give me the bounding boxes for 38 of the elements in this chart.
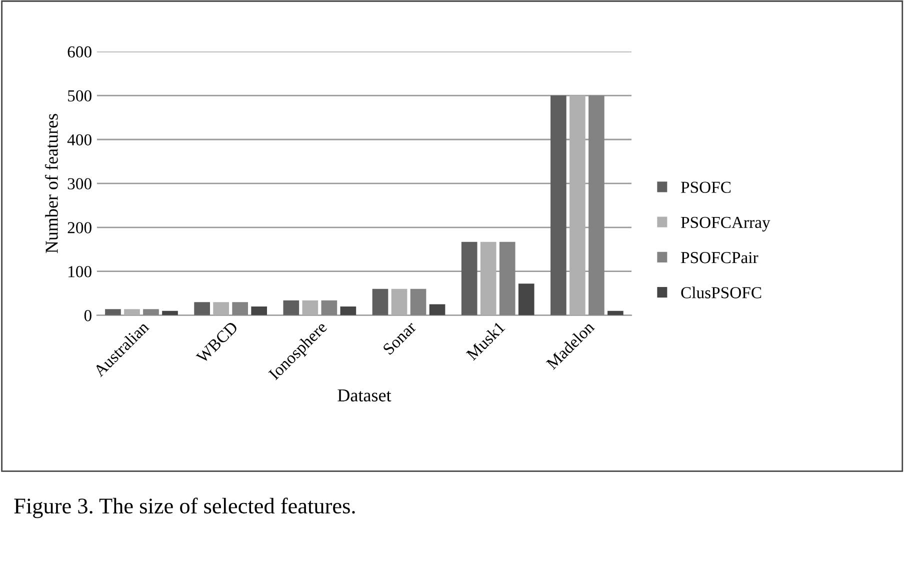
caption: Figure 3. The size of selected features. [14, 498, 355, 518]
bar [550, 96, 566, 316]
legend-label: PSOFCPair [680, 252, 758, 264]
y-tick-label: 500 [68, 90, 92, 102]
bar [588, 96, 604, 316]
bar [124, 309, 140, 316]
legend-label: PSOFCArray [680, 216, 770, 232]
bar [232, 302, 248, 316]
bar [143, 309, 159, 316]
x-axis-title: Dataset [338, 389, 392, 402]
bar [162, 310, 178, 316]
bar [429, 304, 446, 316]
bar [499, 242, 516, 316]
y-tick-label: 300 [68, 178, 92, 190]
legend-label: ClusPSOFC [681, 286, 762, 298]
y-tick-label: 400 [67, 134, 92, 146]
bar [372, 288, 388, 316]
bar [321, 300, 338, 316]
bar [340, 306, 356, 316]
y-tick-label: 600 [68, 46, 92, 58]
bar [410, 288, 426, 316]
legend-label: PSOFC [680, 182, 731, 193]
y-axis-title: Number of features [44, 114, 58, 254]
bar [480, 242, 496, 316]
bar [518, 284, 534, 316]
y-tick-label: 200 [68, 222, 92, 234]
y-tick-label: 0 [84, 310, 92, 322]
y-tick-label: 100 [68, 266, 92, 278]
bar [608, 310, 624, 316]
bar [461, 242, 478, 316]
bar [391, 288, 408, 316]
bar [194, 302, 210, 316]
bar [213, 302, 229, 316]
bar [251, 306, 268, 316]
bar [283, 300, 300, 316]
bar [302, 300, 318, 316]
bar [570, 96, 586, 316]
bar [105, 309, 121, 316]
